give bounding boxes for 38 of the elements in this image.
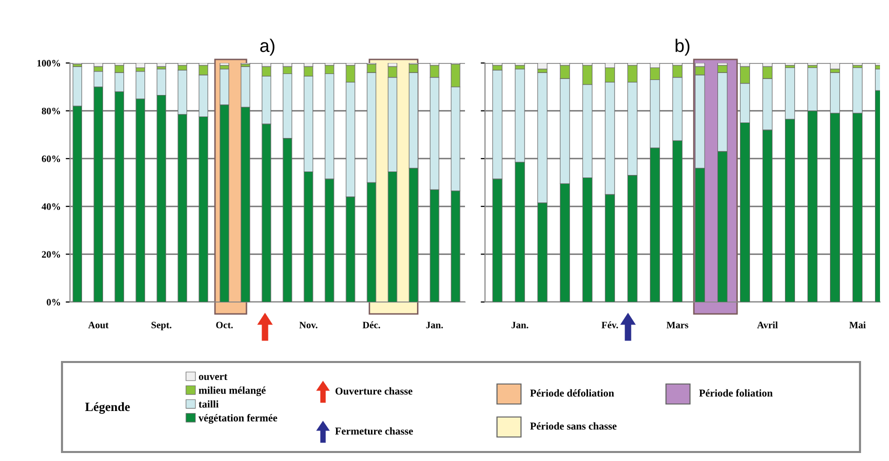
x-tick-label: Nov.	[299, 322, 318, 328]
legend-label: tailli	[198, 400, 219, 408]
x-tick-label: Jan.	[426, 322, 443, 328]
text: Fermeture chasse	[335, 427, 413, 435]
legend-title: Légende	[85, 402, 130, 414]
x-tick-label: Oct.	[216, 322, 233, 328]
text: Période sans chasse	[530, 422, 617, 430]
x-tick-label: Fév.	[602, 321, 618, 328]
bar	[807, 63, 818, 66]
x-tick-label: Mai	[849, 321, 866, 328]
y-tick-label: 0%	[46, 298, 60, 306]
bar	[136, 63, 146, 68]
x-tick-label: Aout	[88, 322, 109, 328]
bar	[537, 63, 548, 70]
text: Période foliation	[699, 389, 773, 397]
bar	[220, 63, 230, 66]
x-tick-label: Sept.	[152, 322, 172, 330]
x-tick-label: Avril	[757, 321, 778, 328]
legend-label: végétation fermée	[198, 414, 278, 424]
y-tick-label: 80%	[42, 108, 60, 114]
y-tick-label: 60%	[42, 156, 60, 162]
bar	[784, 63, 795, 66]
bar	[156, 63, 166, 67]
chart-title: a)	[260, 38, 274, 56]
text: Période défoliation	[530, 389, 614, 397]
legend-label: ouvert	[198, 374, 228, 380]
x-tick-label: Jan.	[512, 322, 528, 328]
bar	[852, 63, 862, 66]
chart-title: b)	[676, 38, 690, 56]
text: Ouverture chasse	[336, 387, 412, 395]
y-tick-label: 40%	[42, 203, 60, 210]
y-tick-label: 100%	[37, 60, 60, 66]
y-tick-label: 20%	[42, 251, 60, 258]
bar	[830, 63, 840, 70]
legend-label: milieu mélangé	[198, 386, 266, 396]
x-tick-label: Déc.	[362, 321, 380, 328]
x-tick-label: Mars	[666, 322, 688, 328]
bar	[514, 63, 525, 66]
